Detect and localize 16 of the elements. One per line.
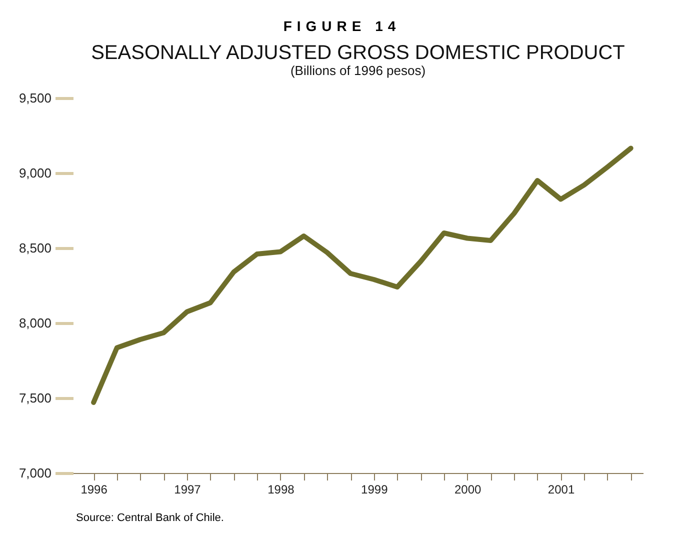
y-tick-label: 9,500 bbox=[18, 90, 52, 106]
chart-subtitle: (Billions of 1996 pesos) bbox=[290, 63, 426, 78]
source-note: Source: Central Bank of Chile. bbox=[76, 512, 224, 524]
x-tick-label: 2001 bbox=[548, 482, 575, 496]
caption: FIGURE 14 bbox=[282, 17, 402, 36]
y-tick-label: 7,500 bbox=[18, 390, 52, 406]
x-tick-label: 1998 bbox=[268, 482, 295, 496]
y-tick-label: 7,000 bbox=[18, 466, 52, 480]
chart-title: SEASONALLY ADJUSTED GROSS DOMESTIC PRODUCT bbox=[91, 42, 625, 64]
y-tick-label: 8,500 bbox=[18, 240, 52, 256]
x-tick-label: 1999 bbox=[361, 482, 388, 496]
x-tick-label: 1996 bbox=[80, 482, 108, 496]
y-tick-label: 8,000 bbox=[18, 316, 52, 330]
x-tick-label: 1997 bbox=[174, 482, 202, 496]
y-tick-label: 9,000 bbox=[18, 166, 52, 180]
x-tick-label: 2000 bbox=[454, 482, 482, 496]
